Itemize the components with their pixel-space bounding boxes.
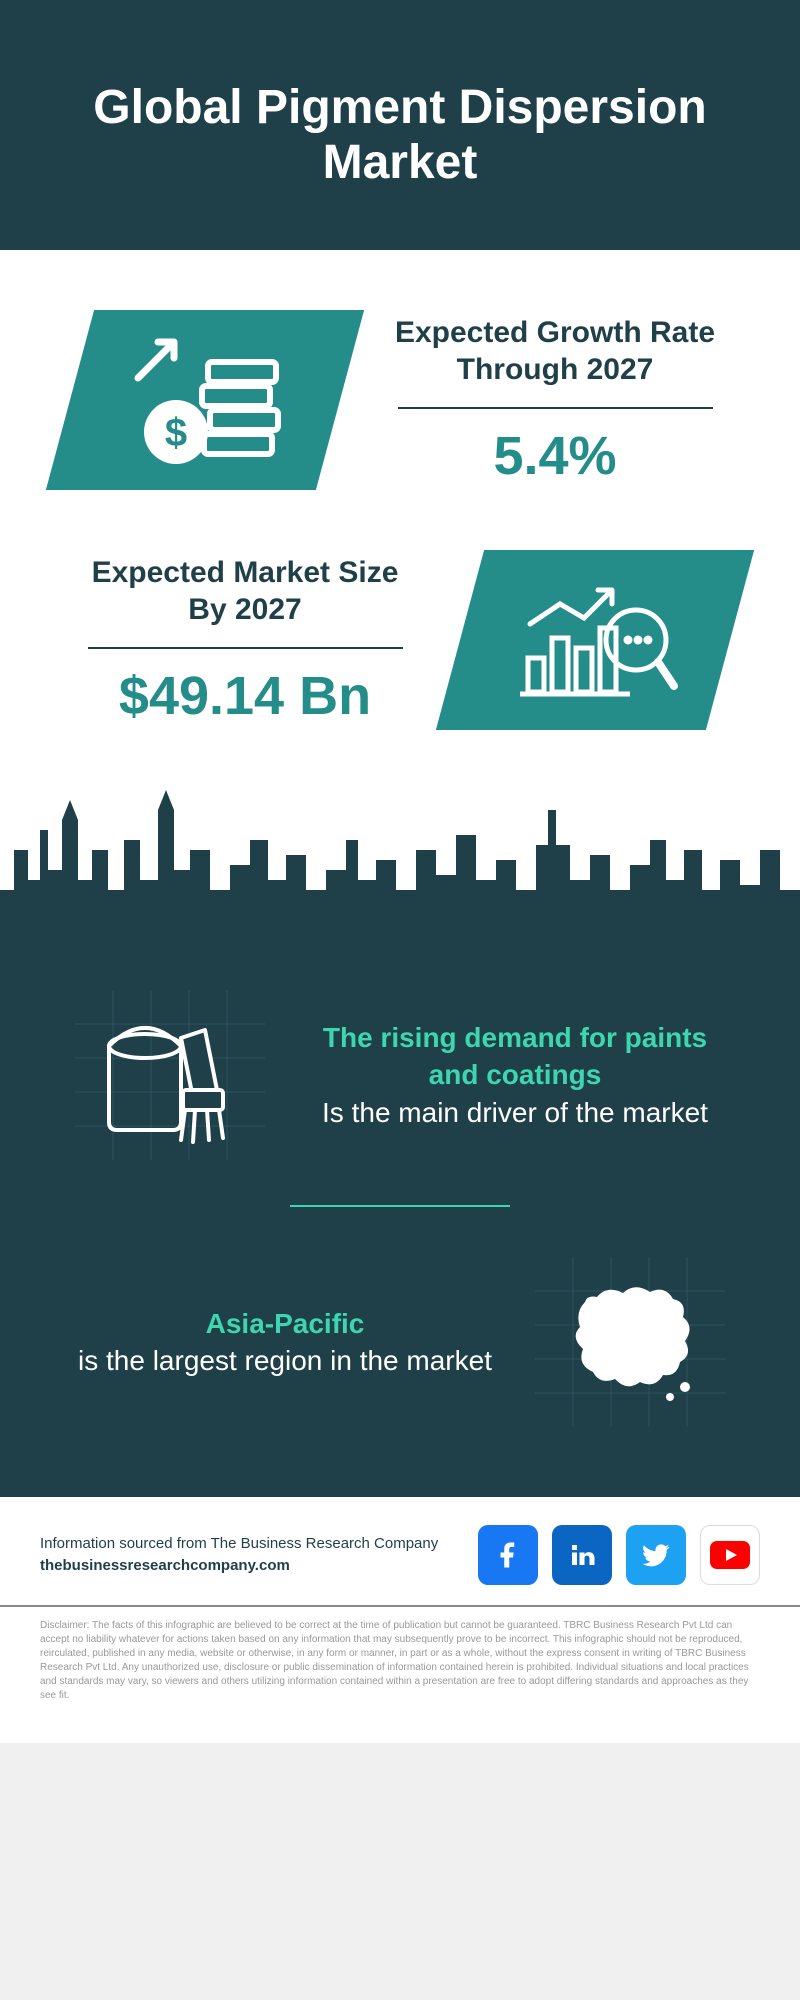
- svg-text:$: $: [165, 411, 187, 455]
- footer-source: Information sourced from The Business Re…: [40, 1533, 438, 1556]
- skyline-silhouette: [0, 780, 800, 940]
- size-icon-panel: [436, 550, 754, 730]
- region-sub: is the largest region in the market: [78, 1345, 492, 1376]
- twitter-link[interactable]: [626, 1525, 686, 1585]
- footer-bar: Information sourced from The Business Re…: [0, 1497, 800, 1606]
- driver-highlight: The rising demand for paints and coating…: [323, 1022, 707, 1091]
- region-text: Asia-Pacific is the largest region in th…: [75, 1305, 495, 1381]
- facebook-link[interactable]: [478, 1525, 538, 1585]
- paint-icon-box: [75, 990, 265, 1160]
- disclaimer-text: Disclaimer: The facts of this infographi…: [0, 1606, 800, 1743]
- footer-url: thebusinessresearchcompany.com: [40, 1555, 438, 1578]
- money-growth-icon: $: [120, 330, 290, 470]
- skyline-icon: [0, 780, 800, 940]
- size-label: Expected Market Size By 2027: [70, 554, 420, 629]
- region-highlight: Asia-Pacific: [206, 1308, 365, 1339]
- facebook-icon: [493, 1540, 523, 1570]
- growth-stat-text: Expected Growth Rate Through 2027 5.4%: [380, 314, 730, 487]
- growth-label: Expected Growth Rate Through 2027: [380, 314, 730, 389]
- chart-analysis-icon: [510, 570, 680, 710]
- driver-sub: Is the main driver of the market: [322, 1097, 708, 1128]
- youtube-link[interactable]: [700, 1525, 760, 1585]
- driver-row: The rising demand for paints and coating…: [40, 990, 760, 1160]
- twitter-icon: [640, 1539, 672, 1571]
- growth-value: 5.4%: [380, 425, 730, 487]
- growth-divider: [398, 407, 713, 409]
- region-row: Asia-Pacific is the largest region in th…: [40, 1257, 760, 1427]
- growth-icon-panel: $: [46, 310, 364, 490]
- paint-bucket-icon: [75, 990, 265, 1160]
- size-stat-text: Expected Market Size By 2027 $49.14 Bn: [70, 554, 420, 727]
- dark-info-section: The rising demand for paints and coating…: [0, 940, 800, 1497]
- size-value: $49.14 Bn: [70, 665, 420, 727]
- infographic-page: Global Pigment Dispersion Market: [0, 0, 800, 1743]
- header-banner: Global Pigment Dispersion Market: [0, 0, 800, 250]
- youtube-icon: [710, 1541, 750, 1569]
- social-links: [478, 1525, 760, 1585]
- linkedin-link[interactable]: [552, 1525, 612, 1585]
- driver-text: The rising demand for paints and coating…: [305, 1019, 725, 1132]
- map-icon-box: [535, 1257, 725, 1427]
- section-divider: [290, 1205, 510, 1207]
- asia-map-icon: [535, 1257, 725, 1427]
- page-title: Global Pigment Dispersion Market: [40, 80, 760, 190]
- linkedin-icon: [567, 1540, 597, 1570]
- size-stat-block: Expected Market Size By 2027 $49.14 Bn: [0, 520, 800, 780]
- footer-credit: Information sourced from The Business Re…: [40, 1533, 438, 1578]
- size-divider: [88, 647, 403, 649]
- growth-stat-block: $ Expected Growth Rate Through 2027 5.4%: [0, 250, 800, 520]
